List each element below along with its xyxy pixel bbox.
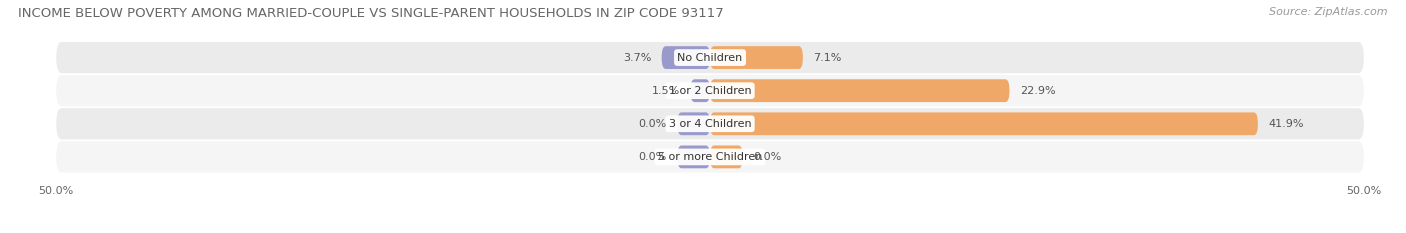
Text: 0.0%: 0.0% — [638, 119, 666, 129]
Text: Source: ZipAtlas.com: Source: ZipAtlas.com — [1270, 7, 1388, 17]
Text: INCOME BELOW POVERTY AMONG MARRIED-COUPLE VS SINGLE-PARENT HOUSEHOLDS IN ZIP COD: INCOME BELOW POVERTY AMONG MARRIED-COUPL… — [18, 7, 724, 20]
FancyBboxPatch shape — [678, 112, 710, 135]
Text: 5 or more Children: 5 or more Children — [658, 152, 762, 162]
FancyBboxPatch shape — [662, 46, 710, 69]
Text: 1.5%: 1.5% — [652, 86, 681, 96]
Text: 3.7%: 3.7% — [623, 53, 651, 63]
Text: 0.0%: 0.0% — [638, 152, 666, 162]
FancyBboxPatch shape — [56, 42, 1364, 73]
FancyBboxPatch shape — [710, 112, 1258, 135]
Text: 3 or 4 Children: 3 or 4 Children — [669, 119, 751, 129]
FancyBboxPatch shape — [56, 75, 1364, 106]
Text: No Children: No Children — [678, 53, 742, 63]
FancyBboxPatch shape — [710, 145, 742, 168]
FancyBboxPatch shape — [56, 108, 1364, 139]
Text: 22.9%: 22.9% — [1019, 86, 1056, 96]
FancyBboxPatch shape — [56, 141, 1364, 173]
FancyBboxPatch shape — [690, 79, 710, 102]
FancyBboxPatch shape — [678, 145, 710, 168]
Text: 1 or 2 Children: 1 or 2 Children — [669, 86, 751, 96]
Text: 41.9%: 41.9% — [1268, 119, 1303, 129]
Text: 0.0%: 0.0% — [754, 152, 782, 162]
Text: 7.1%: 7.1% — [813, 53, 842, 63]
FancyBboxPatch shape — [710, 79, 1010, 102]
FancyBboxPatch shape — [710, 46, 803, 69]
